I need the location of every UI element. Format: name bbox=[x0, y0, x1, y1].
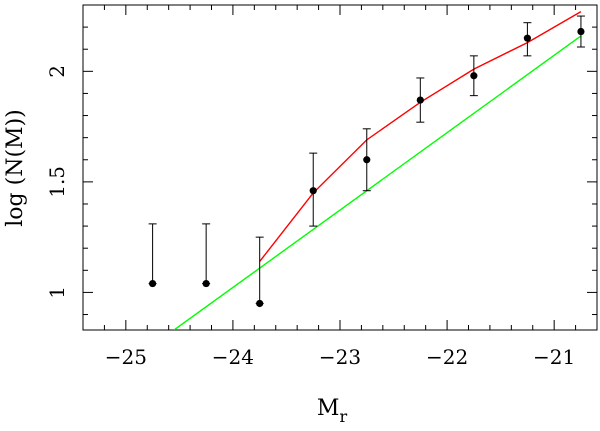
y-tick-label: 1.5 bbox=[45, 166, 69, 198]
y-tick-label: 2 bbox=[45, 65, 69, 78]
data-point bbox=[309, 187, 317, 195]
x-axis-label-subscript: r bbox=[339, 407, 347, 426]
x-tick-label: −23 bbox=[319, 345, 361, 369]
x-axis-label-main: M bbox=[317, 396, 340, 421]
data-point bbox=[363, 156, 371, 164]
data-point bbox=[202, 279, 210, 288]
y-axis-label: log (N(M)) bbox=[3, 109, 28, 226]
data-point bbox=[416, 96, 424, 104]
plot-frame bbox=[82, 4, 598, 331]
series-line-1 bbox=[173, 35, 582, 330]
y-tick-label: 1 bbox=[45, 286, 69, 299]
x-tick-label: −21 bbox=[533, 345, 575, 369]
series-lines bbox=[173, 11, 582, 330]
series-line-0 bbox=[259, 11, 582, 262]
data-point bbox=[577, 27, 585, 36]
data-point bbox=[256, 299, 264, 308]
ticks: −25 −24 −23 −22 −21 1 1.5 2 bbox=[45, 4, 598, 369]
data-point bbox=[523, 34, 531, 42]
x-tick-label: −25 bbox=[105, 345, 147, 369]
data-point bbox=[149, 279, 157, 288]
data-point bbox=[470, 72, 478, 80]
x-axis-label: Mr bbox=[317, 396, 348, 426]
x-tick-label: −24 bbox=[212, 345, 254, 369]
points bbox=[149, 27, 585, 308]
x-tick-label: −22 bbox=[426, 345, 468, 369]
